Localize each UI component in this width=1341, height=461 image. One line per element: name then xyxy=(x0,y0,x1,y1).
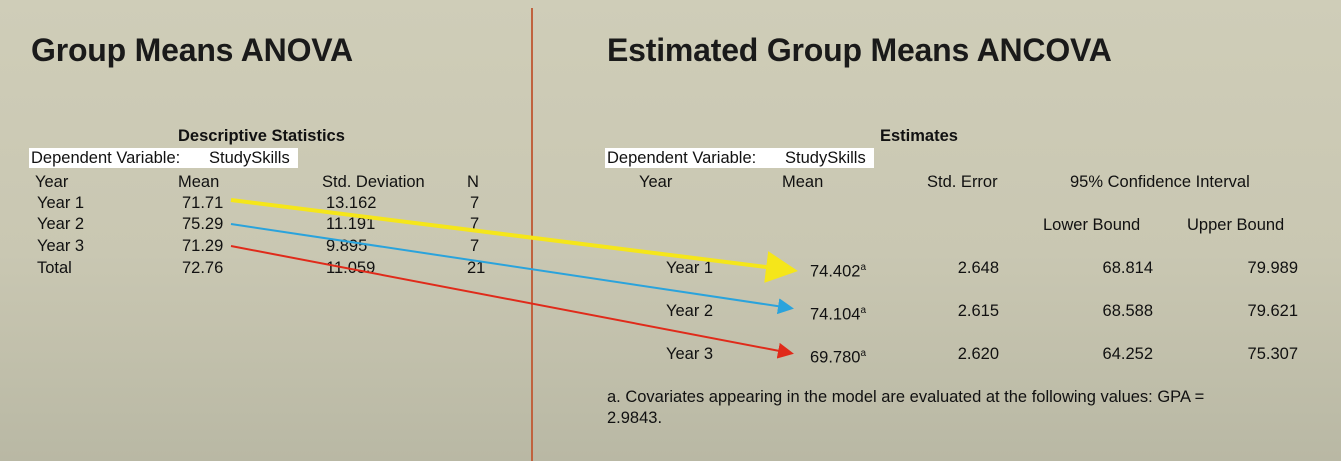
ancova-row-se: 2.615 xyxy=(957,302,999,320)
anova-row-sd: 13.162 xyxy=(326,194,377,212)
ancova-row-mean: 74.104a xyxy=(809,305,866,324)
anova-row-year: Total xyxy=(37,259,72,277)
ancova-row-mean: 69.780a xyxy=(809,348,866,367)
anova-row-mean: 71.71 xyxy=(182,194,224,212)
ancova-row-year: Year 3 xyxy=(666,345,714,363)
anova-col-mean: Mean xyxy=(178,173,220,191)
anova-row-n: 21 xyxy=(467,259,486,277)
ancova-col-mean: Mean xyxy=(782,173,824,191)
anova-row-n: 7 xyxy=(470,215,480,233)
ancova-col-se: Std. Error xyxy=(927,173,998,191)
arrow-year2 xyxy=(230,223,794,315)
footnote-line-1: a. Covariates appearing in the model are… xyxy=(607,388,1205,406)
footnote-line-2: 2.9843. xyxy=(607,409,663,427)
anova-col-sd: Std. Deviation xyxy=(322,173,425,191)
ancova-row-lower: 64.252 xyxy=(1102,345,1153,363)
ancova-title: Estimated Group Means ANCOVA xyxy=(607,32,1112,68)
estimates-title: Estimates xyxy=(880,127,958,145)
ancova-col-year: Year xyxy=(639,173,673,191)
arrow-year1 xyxy=(230,198,798,283)
ancova-row-mean: 74.402a xyxy=(809,262,866,281)
vertical-divider xyxy=(531,8,533,461)
ancova-dv-label: Dependent Variable: xyxy=(607,149,757,167)
anova-col-year: Year xyxy=(35,173,69,191)
anova-col-n: N xyxy=(467,173,479,191)
ancova-row-upper: 79.989 xyxy=(1247,259,1298,277)
ancova-col-upper: Upper Bound xyxy=(1187,216,1285,234)
anova-row-year: Year 2 xyxy=(37,215,85,233)
anova-row-sd: 11.191 xyxy=(326,215,376,233)
ancova-col-lower: Lower Bound xyxy=(1043,216,1141,234)
anova-row-year: Year 1 xyxy=(37,194,85,212)
anova-row-mean: 72.76 xyxy=(182,259,224,277)
ancova-dv-value: StudySkills xyxy=(785,149,866,167)
ancova-col-ci: 95% Confidence Interval xyxy=(1070,173,1250,191)
anova-row-mean: 75.29 xyxy=(182,215,224,233)
ancova-row-year: Year 2 xyxy=(666,302,714,320)
anova-dv-label: Dependent Variable: xyxy=(31,149,181,167)
ancova-row-upper: 79.621 xyxy=(1247,302,1298,320)
anova-row-n: 7 xyxy=(470,194,480,212)
ancova-dv-box: Dependent Variable: StudySkills xyxy=(605,148,874,168)
anova-row-year: Year 3 xyxy=(37,237,85,255)
ancova-row-se: 2.648 xyxy=(957,259,999,277)
anova-dv-box: Dependent Variable: StudySkills xyxy=(29,148,298,168)
anova-row-sd: 9.895 xyxy=(326,237,368,255)
anova-row-n: 7 xyxy=(470,237,480,255)
ancova-row-se: 2.620 xyxy=(957,345,999,363)
anova-title: Group Means ANOVA xyxy=(31,32,353,68)
ancova-row-lower: 68.588 xyxy=(1102,302,1153,320)
arrow-year3 xyxy=(230,245,794,359)
anova-row-mean: 71.29 xyxy=(182,237,224,255)
ancova-row-year: Year 1 xyxy=(666,259,714,277)
ancova-row-lower: 68.814 xyxy=(1102,259,1153,277)
descriptive-statistics-title: Descriptive Statistics xyxy=(178,127,345,145)
ancova-row-upper: 75.307 xyxy=(1247,345,1298,363)
anova-dv-value: StudySkills xyxy=(209,149,290,167)
